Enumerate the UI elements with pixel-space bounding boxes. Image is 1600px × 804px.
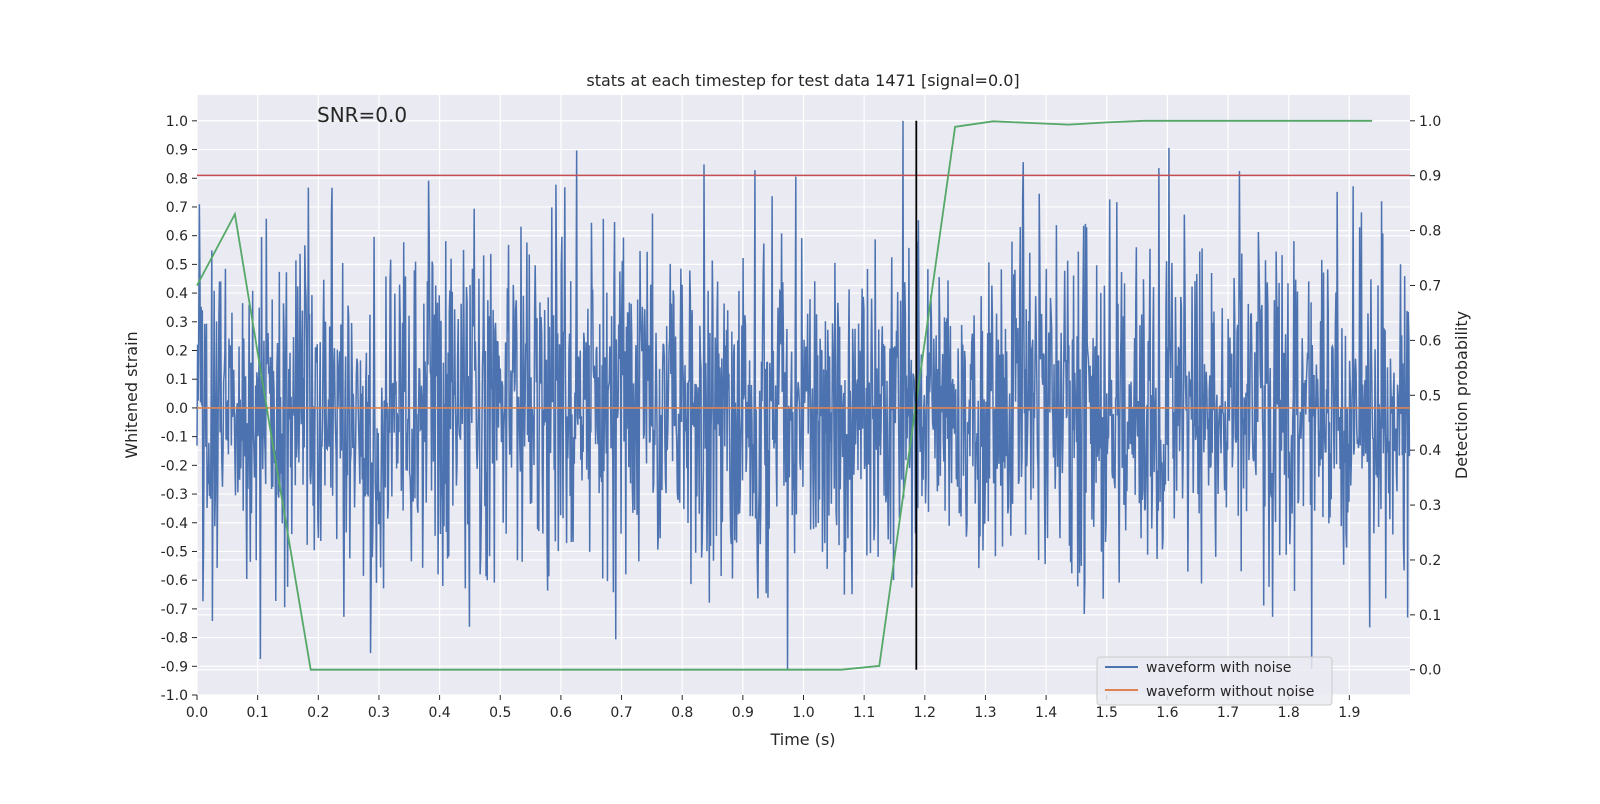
y-tick-label-left: -0.5 xyxy=(161,544,188,560)
y-tick-label-right: 0.9 xyxy=(1419,169,1441,185)
y-tick-label-left: 0.1 xyxy=(166,372,188,388)
x-tick-label: 1.7 xyxy=(1217,705,1239,721)
marks xyxy=(196,119,1411,671)
y-axis-label-right: Detection probability xyxy=(1452,311,1471,479)
x-tick-label: 1.4 xyxy=(1035,705,1057,721)
y-tick-label-left: 0.4 xyxy=(166,286,188,302)
x-tick-label: 0.1 xyxy=(247,705,269,721)
chart-title: stats at each timestep for test data 147… xyxy=(586,71,1019,90)
y-tick-label-left: -0.4 xyxy=(161,516,188,532)
y-tick-label-right: 0.7 xyxy=(1419,278,1441,294)
x-tick-label: 0.6 xyxy=(550,705,572,721)
y-tick-label-left: 1.0 xyxy=(166,114,188,130)
x-tick-label: 0.3 xyxy=(368,705,390,721)
x-tick-label: 1.5 xyxy=(1096,705,1118,721)
x-axis-label: Time (s) xyxy=(769,730,835,749)
x-tick-label: 1.8 xyxy=(1278,705,1300,721)
x-tick-label: 1.9 xyxy=(1338,705,1360,721)
y-tick-label-left: 0.7 xyxy=(166,200,188,216)
y-tick-label-right: 0.2 xyxy=(1419,553,1441,569)
y-tick-label-left: 0.2 xyxy=(166,344,188,360)
y-tick-label-left: 0.8 xyxy=(166,171,188,187)
y-tick-label-left: 0.5 xyxy=(166,257,188,273)
legend-box xyxy=(1096,656,1333,706)
snr-annotation: SNR=0.0 xyxy=(317,103,407,127)
y-tick-label-right: 0.4 xyxy=(1419,443,1441,459)
x-tick-label: 0.0 xyxy=(186,705,208,721)
y-tick-label-left: 0.6 xyxy=(166,229,188,245)
ticks: 0.0 0.1 0.2 0.3 0.4 0.5 0.6 0.7 0.8 0.9 1.0 1.1 1.2 1… xyxy=(161,114,1442,721)
x-tick-label: 0.4 xyxy=(428,705,450,721)
x-tick-label: 1.6 xyxy=(1156,705,1178,721)
x-tick-label: 1.1 xyxy=(853,705,875,721)
y-tick-label-right: 1.0 xyxy=(1419,114,1441,130)
x-tick-label: 0.9 xyxy=(732,705,754,721)
x-tick-label: 1.3 xyxy=(974,705,996,721)
y-tick-label-left: -0.2 xyxy=(161,458,188,474)
x-tick-label: 0.7 xyxy=(610,705,632,721)
x-tick-label: 1.0 xyxy=(792,705,814,721)
series-detection-probability xyxy=(196,119,1373,671)
y-tick-label-left: 0.3 xyxy=(166,315,188,331)
legend: waveform with noise waveform without noi… xyxy=(1096,656,1333,706)
y-tick-label-left: -0.8 xyxy=(161,631,188,647)
x-tick-label: 0.5 xyxy=(489,705,511,721)
y-tick-label-right: 0.3 xyxy=(1419,498,1441,514)
legend-label-clean: waveform without noise xyxy=(1146,684,1314,700)
x-tick-label: 0.8 xyxy=(671,705,693,721)
y-tick-label-left: -0.7 xyxy=(161,602,188,618)
x-tick-label: 1.2 xyxy=(914,705,936,721)
y-tick-label-right: 0.5 xyxy=(1419,388,1441,404)
x-tick-label: 0.2 xyxy=(307,705,329,721)
y-tick-label-right: 0.8 xyxy=(1419,224,1441,240)
y-tick-label-right: 0.1 xyxy=(1419,608,1441,624)
y-tick-label-left: -0.9 xyxy=(161,659,188,675)
y-tick-label-left: -0.1 xyxy=(161,430,188,446)
legend-label-noise: waveform with noise xyxy=(1146,660,1291,676)
y-tick-label-right: 0.6 xyxy=(1419,333,1441,349)
y-tick-label-right: 0.0 xyxy=(1419,663,1441,679)
y-tick-label-left: 0.0 xyxy=(166,401,188,417)
y-tick-label-left: -0.6 xyxy=(161,573,188,589)
y-tick-label-left: -0.3 xyxy=(161,487,188,503)
y-tick-label-left: -1.0 xyxy=(161,688,188,704)
y-axis-label-left: Whitened strain xyxy=(122,331,141,458)
y-tick-label-left: 0.9 xyxy=(166,143,188,159)
